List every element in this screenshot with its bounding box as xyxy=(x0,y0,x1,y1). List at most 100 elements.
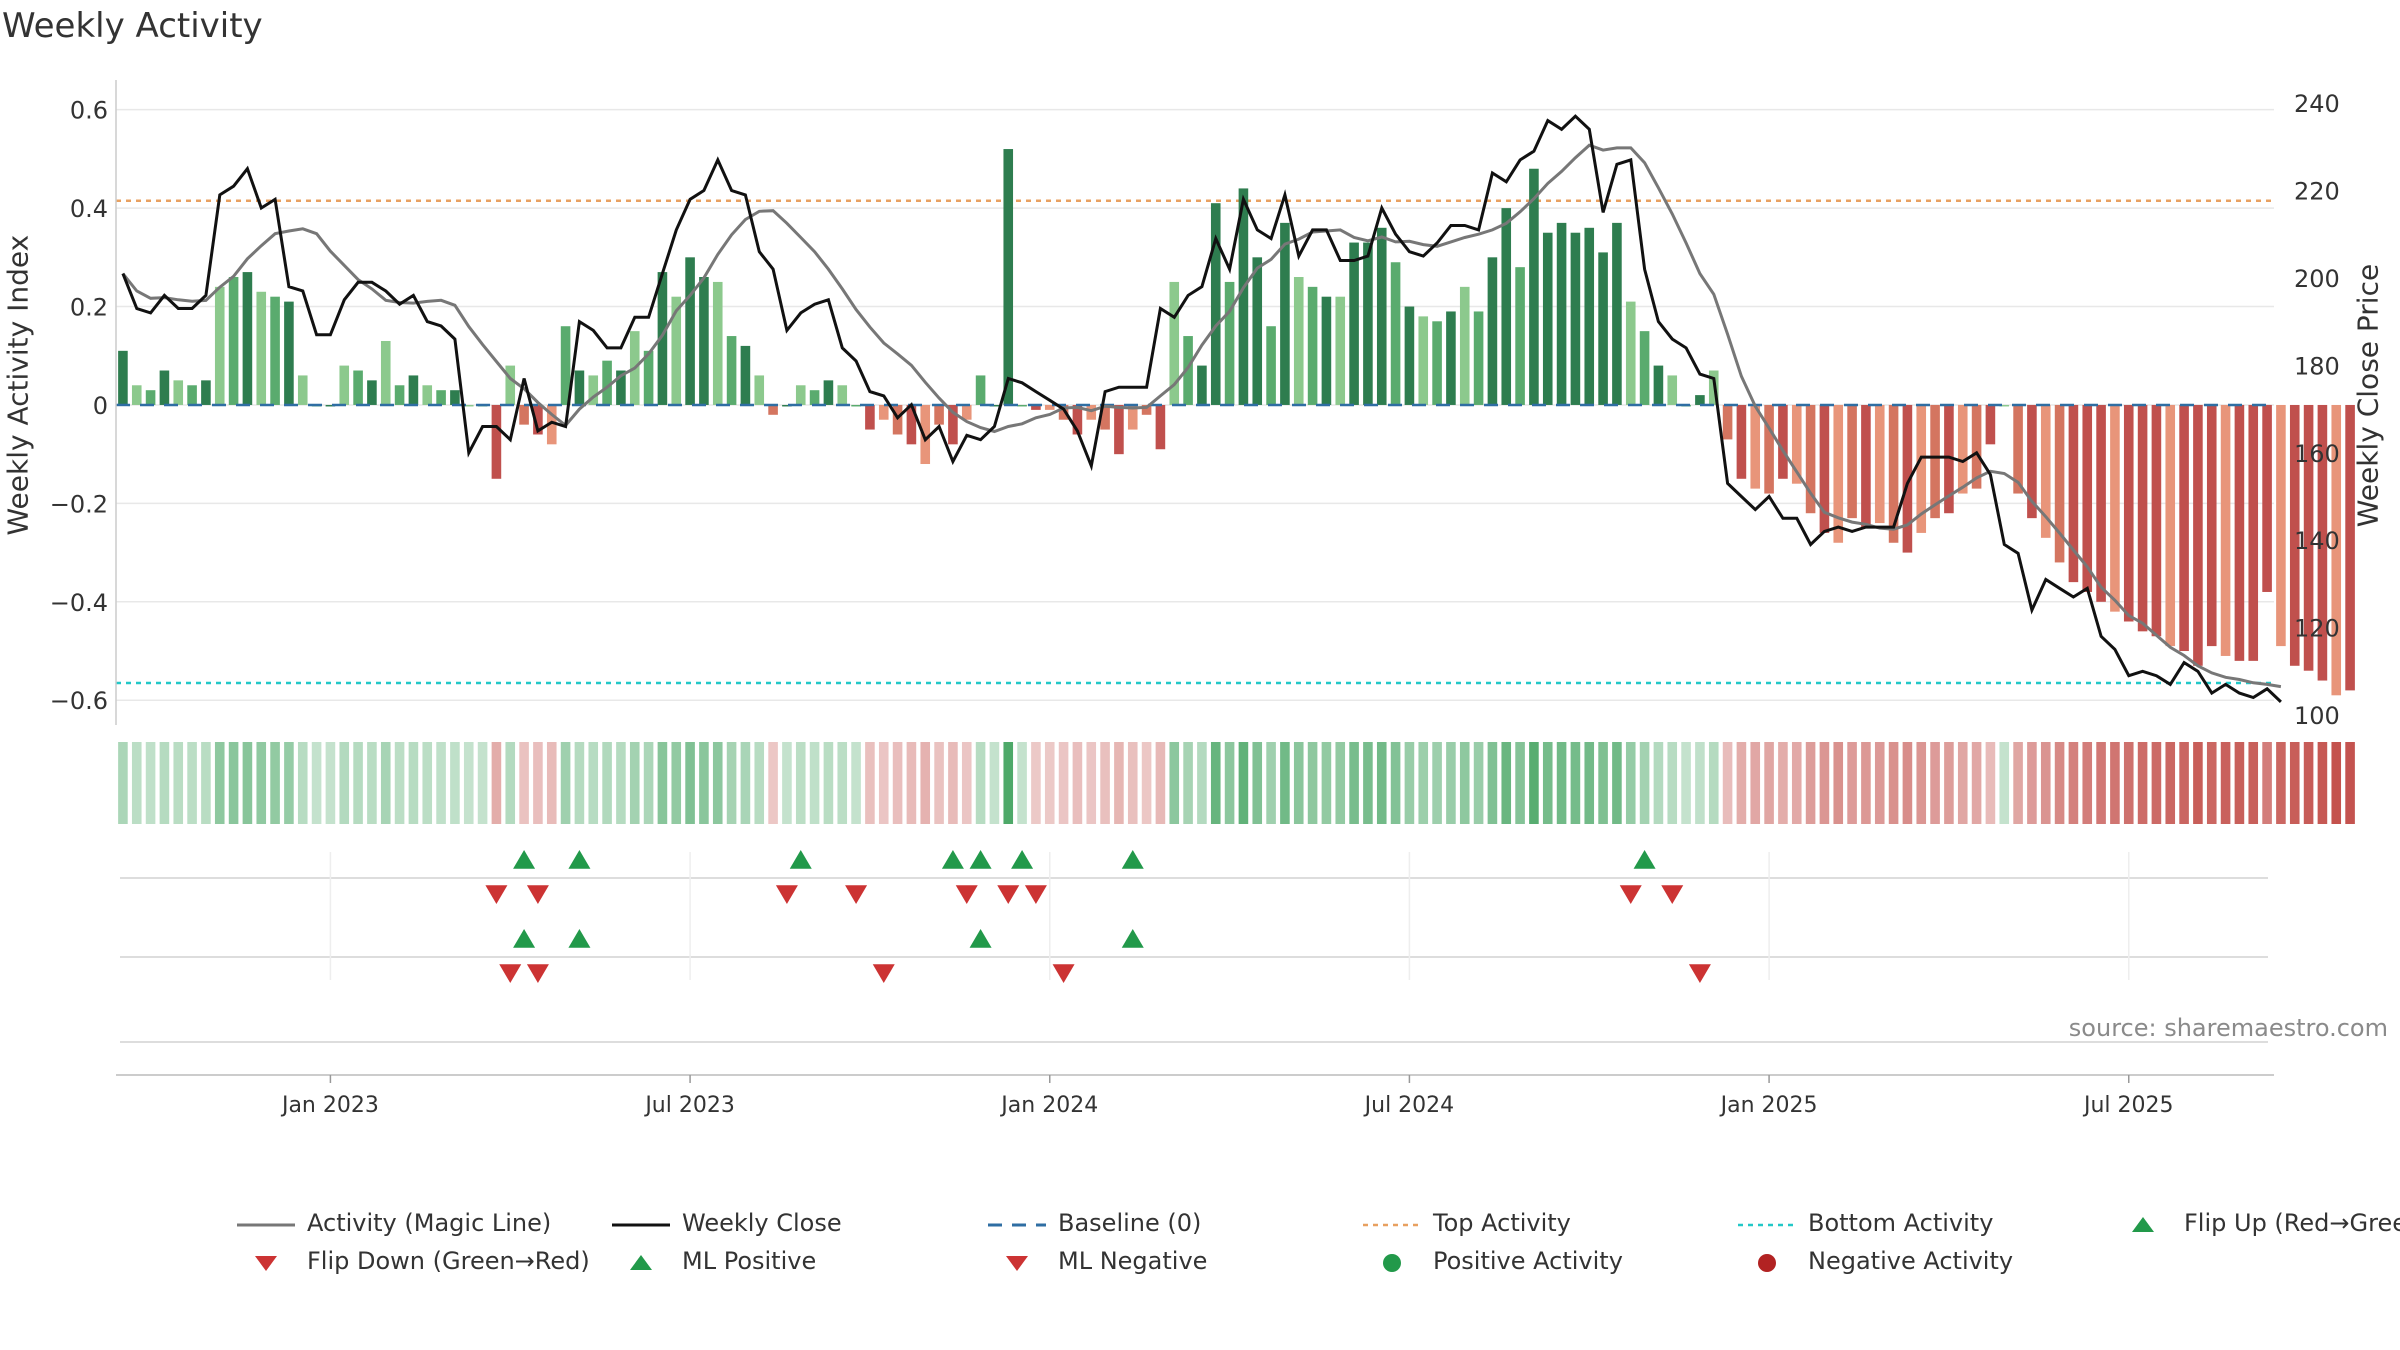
heat-cell xyxy=(1861,742,1871,824)
activity-bar xyxy=(1363,242,1373,405)
heat-cell xyxy=(671,742,682,824)
activity-bar xyxy=(1487,257,1498,405)
ml-positive-marker xyxy=(513,929,536,948)
x-tick-label: Jan 2023 xyxy=(280,1093,379,1118)
heat-cell xyxy=(519,742,529,824)
heat-cell xyxy=(2331,742,2342,824)
heat-cell xyxy=(1612,742,1622,824)
heat-cell xyxy=(145,742,156,824)
activity-bar xyxy=(436,390,446,405)
heat-cell xyxy=(837,742,848,824)
y-right-tick-label: 180 xyxy=(2294,352,2340,380)
flip-up-marker xyxy=(1633,850,1656,869)
legend-bottom-swatch xyxy=(1736,1213,1798,1233)
heat-cell xyxy=(1127,742,1138,824)
ml-negative-marker xyxy=(1052,964,1075,983)
legend-close-swatch xyxy=(610,1213,672,1233)
activity-bar xyxy=(1501,208,1512,405)
heat-cell xyxy=(242,742,253,824)
activity-bar xyxy=(546,404,557,445)
x-tick-label: Jan 2025 xyxy=(1719,1093,1818,1118)
heat-cell xyxy=(1459,742,1470,824)
activity-bar xyxy=(1653,365,1664,405)
legend-pos-act-label: Positive Activity xyxy=(1433,1247,1623,1275)
heat-cell xyxy=(1847,742,1857,824)
heat-cell xyxy=(2206,742,2217,824)
heat-cell xyxy=(2013,742,2023,824)
heat-cell xyxy=(1722,742,1733,824)
heat-cell xyxy=(1708,742,1719,824)
heat-cell xyxy=(740,742,751,824)
heat-cell xyxy=(1542,742,1553,824)
heat-cell xyxy=(1750,742,1761,824)
heat-cell xyxy=(1266,742,1276,824)
activity-bar xyxy=(1805,404,1816,514)
heat-cell xyxy=(2110,742,2120,824)
activity-bar xyxy=(491,404,502,479)
activity-bar xyxy=(1238,188,1249,405)
weekly-close-line xyxy=(121,114,2282,703)
activity-bar xyxy=(961,404,972,420)
activity-bar xyxy=(1335,296,1346,405)
heat-cell xyxy=(1404,742,1415,824)
heat-cell xyxy=(1100,742,1110,824)
ml-positive-marker xyxy=(969,929,992,948)
heat-cell xyxy=(657,742,668,824)
activity-heat-strip xyxy=(118,742,2355,824)
heat-cell xyxy=(865,742,875,824)
activity-bar xyxy=(1321,296,1332,405)
heat-cell xyxy=(1778,742,1788,824)
heat-cell xyxy=(1833,742,1844,824)
activity-bar xyxy=(920,404,931,465)
activity-bar xyxy=(242,272,253,405)
heat-cell xyxy=(311,742,322,824)
heat-cell xyxy=(463,742,474,824)
activity-bar xyxy=(1556,222,1567,405)
flip-down-marker xyxy=(1661,885,1684,904)
heat-cell xyxy=(1819,742,1830,824)
heat-cell xyxy=(297,742,308,824)
heat-cell xyxy=(2054,742,2065,824)
heat-cell xyxy=(256,742,267,824)
activity-bar xyxy=(2054,404,2065,563)
heat-cell xyxy=(436,742,446,824)
activity-bar xyxy=(1280,222,1290,405)
heat-cell xyxy=(159,742,170,824)
magic-line xyxy=(121,143,2282,689)
activity-bar xyxy=(588,375,599,405)
activity-bar xyxy=(2151,404,2162,637)
activity-bar xyxy=(1390,262,1401,405)
activity-bar xyxy=(1542,232,1553,405)
activity-bar xyxy=(325,404,336,407)
activity-bar xyxy=(975,375,986,405)
heat-cell xyxy=(2082,742,2093,824)
activity-bar xyxy=(1736,404,1747,479)
heat-cell xyxy=(1210,742,1221,824)
activity-bar xyxy=(1169,281,1180,405)
activity-bar xyxy=(782,404,792,407)
heat-cell xyxy=(131,742,142,824)
legend-flip-down-swatch xyxy=(235,1251,297,1271)
heat-cell xyxy=(2137,742,2148,824)
ml-positive-marker xyxy=(1121,929,1144,948)
heat-cell xyxy=(380,742,391,824)
heat-cell xyxy=(1390,742,1401,824)
heat-cell xyxy=(394,742,405,824)
legend-baseline-swatch xyxy=(986,1213,1048,1233)
source-note: source: sharemaestro.com xyxy=(2068,1014,2388,1042)
heat-cell xyxy=(201,742,211,824)
heat-cell xyxy=(491,742,502,824)
activity-bar xyxy=(1072,404,1083,435)
legend-flip-up-mark xyxy=(2132,1217,2154,1232)
heat-cell xyxy=(1985,742,1996,824)
heat-cell xyxy=(560,742,571,824)
activity-bar xyxy=(2096,404,2106,602)
activity-bar xyxy=(685,257,695,405)
heat-cell xyxy=(477,742,488,824)
legend-neg-act-label: Negative Activity xyxy=(1808,1247,2014,1275)
y-right-tick-label: 120 xyxy=(2294,615,2340,643)
flip-down-marker xyxy=(1024,885,1047,904)
legend-ml-negative-swatch xyxy=(986,1251,1048,1271)
heat-cell xyxy=(1598,742,1608,824)
